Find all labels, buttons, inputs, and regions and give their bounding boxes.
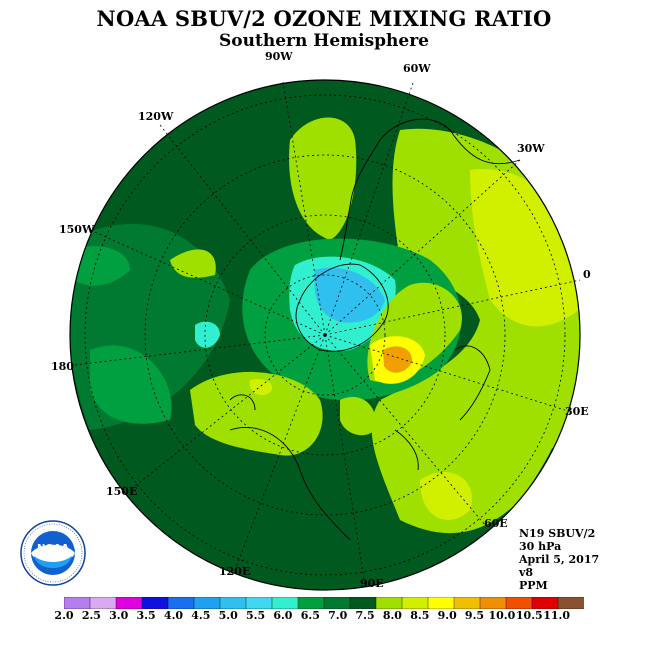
map-title: NOAA SBUV/2 OZONE MIXING RATIO bbox=[96, 6, 552, 31]
colorbar-swatch bbox=[193, 597, 221, 609]
info-level: 30 hPa bbox=[519, 540, 562, 553]
lon-label-150w: 150W bbox=[59, 223, 95, 236]
colorbar-swatch bbox=[323, 597, 351, 609]
colorbar-swatch bbox=[375, 597, 403, 609]
lon-label-0: 0 bbox=[583, 268, 591, 281]
colorbar-label: 4.5 bbox=[191, 609, 211, 622]
colorbar-swatch bbox=[115, 597, 143, 609]
colorbar-swatch bbox=[64, 597, 91, 609]
colorbar-swatch bbox=[557, 597, 584, 609]
noaa-logo: NOAA bbox=[20, 520, 86, 586]
lat-lon-grid bbox=[74, 81, 581, 586]
lon-label-150e: 150E bbox=[106, 485, 138, 498]
colorbar-label: 8.0 bbox=[382, 609, 402, 622]
colorbar-label: 2.0 bbox=[54, 609, 74, 622]
lon-label-30w: 30W bbox=[517, 142, 545, 155]
colorbar-swatch bbox=[245, 597, 273, 609]
colorbar-label: 11.0 bbox=[543, 609, 570, 622]
colorbar-swatch bbox=[427, 597, 455, 609]
coastlines bbox=[229, 118, 521, 541]
colorbar-swatch bbox=[219, 597, 247, 609]
colorbar-label: 9.0 bbox=[437, 609, 457, 622]
colorbar-swatch bbox=[479, 597, 507, 609]
colorbar-swatch bbox=[349, 597, 377, 609]
colorbar-swatch bbox=[297, 597, 325, 609]
colorbar-label: 6.5 bbox=[300, 609, 320, 622]
colorbar-label: 7.0 bbox=[328, 609, 348, 622]
colorbar-label: 8.5 bbox=[410, 609, 430, 622]
lon-label-90e: 90E bbox=[360, 577, 384, 590]
info-units: PPM bbox=[519, 579, 548, 592]
lon-label-30e: 30E bbox=[565, 405, 589, 418]
logo-text: NOAA bbox=[37, 543, 69, 554]
colorbar-label: 5.0 bbox=[218, 609, 238, 622]
colorbar-label: 4.0 bbox=[163, 609, 184, 622]
info-version: v8 bbox=[519, 566, 534, 579]
colorbar-label: 10.0 bbox=[488, 609, 516, 622]
colorbar-swatch bbox=[167, 597, 195, 609]
colorbar-label: 7.5 bbox=[355, 609, 375, 622]
lon-label-120w: 120W bbox=[138, 110, 174, 123]
colorbar-label: 2.5 bbox=[81, 609, 101, 622]
colorbar bbox=[64, 597, 584, 609]
colorbar-swatch bbox=[141, 597, 169, 609]
lon-label-60e: 60E bbox=[484, 517, 508, 530]
lon-label-60w: 60W bbox=[403, 62, 431, 75]
colorbar-swatch bbox=[271, 597, 299, 609]
info-satellite: N19 SBUV/2 bbox=[519, 527, 596, 540]
map-border bbox=[69, 79, 581, 591]
colorbar-label: 9.5 bbox=[464, 609, 485, 622]
colorbar-swatch bbox=[453, 597, 481, 609]
lon-label-90w: 90W bbox=[265, 50, 293, 63]
info-date: April 5, 2017 bbox=[519, 553, 600, 566]
colorbar-label: 3.5 bbox=[136, 609, 156, 622]
lon-label-120e: 120E bbox=[219, 565, 251, 578]
colorbar-swatch bbox=[89, 597, 117, 609]
colorbar-swatch bbox=[401, 597, 429, 609]
colorbar-label: 5.5 bbox=[246, 609, 266, 622]
colorbar-label: 6.0 bbox=[273, 609, 293, 622]
colorbar-label: 10.5 bbox=[515, 609, 543, 622]
colorbar-swatch bbox=[505, 597, 533, 609]
lon-label-180: 180 bbox=[51, 360, 74, 373]
map-subtitle: Southern Hemisphere bbox=[219, 31, 429, 51]
colorbar-swatch bbox=[531, 597, 559, 609]
colorbar-label: 3.0 bbox=[109, 609, 129, 622]
